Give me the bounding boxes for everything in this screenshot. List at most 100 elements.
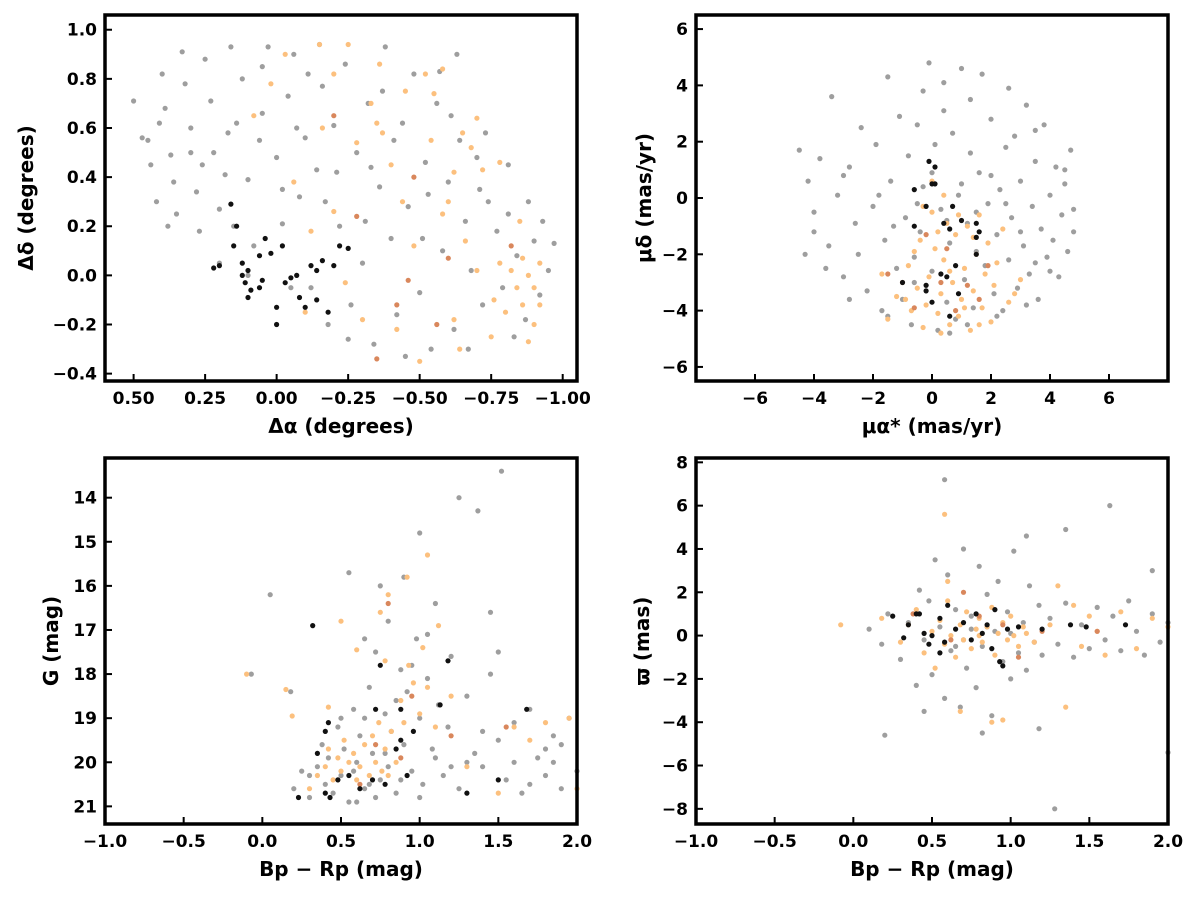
proper-motion-point [1065,248,1071,255]
parallax-point [984,591,990,598]
cmd-point [291,786,297,792]
sky-point [525,199,532,205]
sky-point [377,61,383,67]
parallax-point [1008,676,1014,682]
sky-point [354,150,360,156]
parallax-plot-frame [694,456,1170,826]
sky-point [405,277,411,283]
proper-motion-point [961,305,968,311]
proper-motion-point [1062,181,1068,187]
cmd-point [341,737,347,743]
sky-point [188,150,194,156]
cmd-point [382,746,388,752]
sky-point [482,130,489,136]
cmd-point [369,777,376,783]
parallax-point [897,639,904,645]
sky-point [522,317,529,323]
cmd-point [373,649,379,655]
cmd-point [376,720,382,726]
cmd-point [325,720,331,726]
parallax-x-axis-label: Bp − Rp (mag) [850,857,1014,881]
parallax-point [979,639,985,645]
sky-point [314,267,320,274]
parallax-point [948,637,954,643]
proper-motion-point [938,291,944,297]
cmd-point [330,777,336,783]
sky-point [265,44,271,50]
parallax-point [953,607,959,613]
sky-point [274,304,280,310]
proper-motion-point [976,296,982,302]
sky-point [325,309,331,315]
sky-point [222,172,228,178]
parallax-point [1015,624,1022,630]
proper-motion-point [1053,164,1059,170]
sky-point [305,71,311,77]
sky-point [445,255,451,261]
sky-point [331,122,337,129]
sky-point [391,137,397,143]
proper-motion-y-axis-label: μδ (mas/yr) [632,133,656,263]
cmd-point [448,693,454,699]
parallax-point [1133,646,1140,652]
sky-point [462,238,468,244]
parallax-point [1036,602,1042,608]
cmd-point [495,790,501,796]
sky-point [331,263,337,269]
proper-motion-point [914,122,920,128]
cmd-point [542,746,549,752]
sky-point [282,51,288,57]
proper-motion-point [1056,274,1062,280]
cmd-point [335,755,341,761]
cmd-point [362,786,368,792]
sky-point [474,115,480,121]
proper-motion-point [879,308,885,314]
proper-motion-point [964,223,971,229]
cmd-point [319,742,325,748]
proper-motion-point [973,234,979,240]
parallax-x-tick-label: 2.0 [1153,832,1183,852]
proper-motion-point [941,220,947,226]
sky-point [279,243,285,249]
cmd-point [306,794,313,801]
parallax-point [973,685,979,691]
proper-motion-point [985,240,991,246]
parallax-point [882,732,888,738]
parallax-point [995,578,1001,585]
sky-point [216,206,222,212]
parallax-y-tick-label: 8 [676,453,688,473]
sky-point [248,287,254,293]
cmd-point [535,755,541,761]
sky-point [308,228,314,234]
sky-point [274,321,280,328]
proper-motion-point [923,232,929,238]
cmd-point [487,671,494,677]
sky-point [517,218,523,224]
sky-point [337,223,343,229]
proper-motion-panel: −6 −4 −2 0 2 4 6 −6 −4 −2 0 2 4 6 μα* (mas/yr) μδ (ma… [632,13,1170,438]
parallax-point [916,587,923,593]
cmd-point [267,592,273,598]
cmd-ticks: −1.0 −0.5 0.0 0.5 1.0 1.5 2.0 14 15 16 17 18 19 20 21 [73,489,592,852]
parallax-point [926,641,932,647]
cmd-point [440,772,446,779]
cmd-point [424,552,431,558]
sky-point [368,164,374,170]
proper-motion-point [1012,133,1018,139]
parallax-point [1015,650,1022,656]
cmd-point [519,790,525,796]
proper-motion-point [953,308,959,314]
cmd-point [330,790,336,796]
sky-point [256,253,263,259]
cmd-point [382,711,388,717]
sky-point [279,221,285,227]
proper-motion-point [947,330,953,336]
sky-x-tick-label: 0.25 [184,389,226,409]
proper-motion-point [976,170,982,176]
parallax-point [929,633,935,639]
cmd-point [322,764,328,770]
proper-motion-point [1038,226,1044,232]
proper-motion-point [941,192,947,198]
sky-point [319,83,325,89]
cmd-point [410,728,416,735]
